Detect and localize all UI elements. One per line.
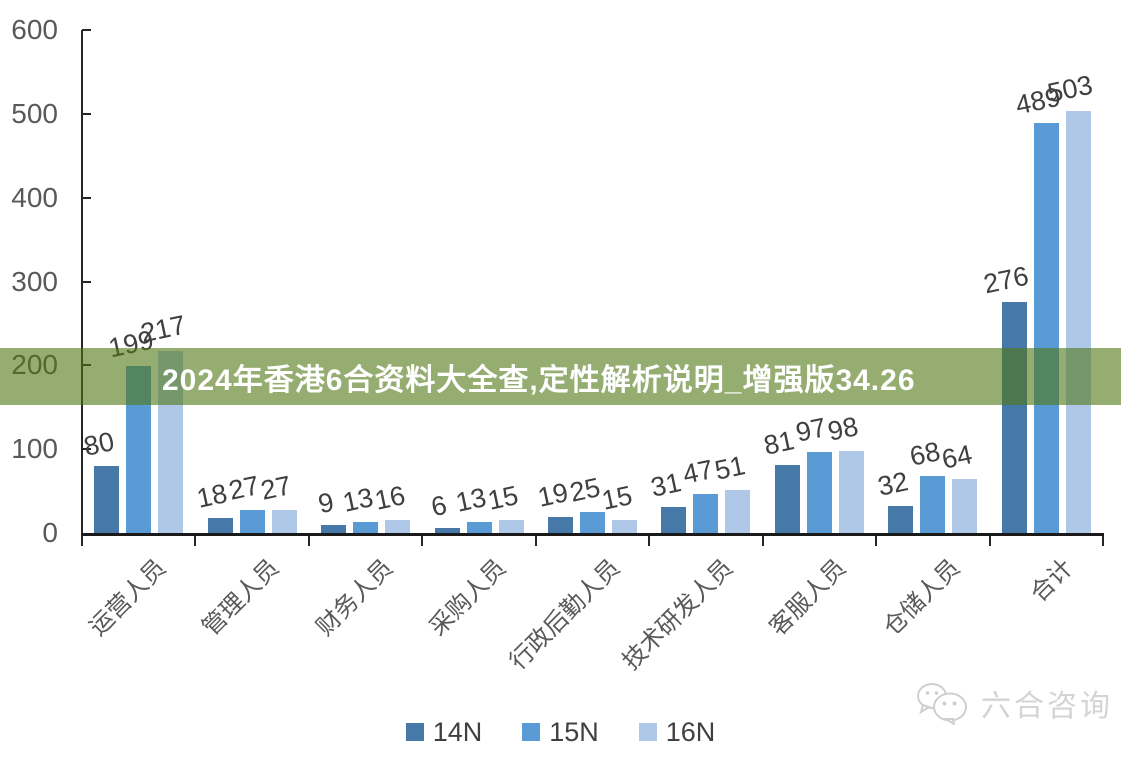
- category-label-5: 行政后勤人员: [503, 554, 625, 676]
- category-label-4: 采购人员: [424, 554, 512, 642]
- y-tick-mark: [82, 29, 91, 31]
- bar-15N-9: [1033, 123, 1059, 533]
- y-axis-line: [81, 30, 83, 533]
- bar-15N-5: [580, 512, 605, 533]
- y-tick-label: 100: [11, 433, 58, 465]
- bar-14N-9: [1001, 301, 1027, 533]
- x-tick-mark: [534, 536, 537, 546]
- legend-item-15N: 15N: [522, 717, 599, 748]
- bar-16N-5: [612, 520, 637, 533]
- bar-14N-4: [434, 527, 460, 533]
- y-tick-label: 500: [11, 97, 58, 129]
- bar-16N-9: [1065, 111, 1091, 533]
- bar-16N-3: [385, 519, 411, 533]
- x-axis-line: [81, 533, 1104, 536]
- x-tick-mark: [648, 536, 651, 546]
- bar-15N-8: [920, 475, 946, 533]
- bar-14N-7: [774, 465, 800, 533]
- y-tick-label: 300: [11, 265, 58, 297]
- legend-label: 16N: [665, 716, 716, 747]
- bar-14N-3: [321, 525, 347, 533]
- legend-item-16N: 16N: [638, 716, 716, 748]
- bar-14N-2: [207, 517, 233, 533]
- wechat-icon: [917, 683, 967, 725]
- bar-15N-7: [806, 451, 832, 533]
- bar-14N-1: [94, 465, 120, 533]
- watermark-text: 六合咨询: [981, 690, 1113, 723]
- bar-15N-4: [466, 522, 492, 533]
- bar-15N-3: [353, 522, 379, 533]
- x-tick-mark: [1102, 536, 1104, 546]
- x-tick-mark: [875, 536, 878, 546]
- bar-16N-7: [838, 450, 864, 533]
- bar-14N-5: [548, 517, 573, 533]
- x-tick-mark: [421, 536, 424, 546]
- category-label-6: 技术研发人员: [617, 554, 739, 676]
- x-tick-mark: [307, 536, 310, 546]
- x-tick-mark: [81, 536, 83, 546]
- y-tick-mark: [82, 280, 91, 283]
- bar-16N-8: [952, 479, 978, 533]
- bar-15N-6: [693, 493, 719, 533]
- category-label-2: 管理人员: [197, 554, 285, 642]
- legend-item-14N: 14N: [405, 716, 483, 748]
- chart-legend: 14N 15N 16N: [0, 714, 1121, 750]
- watermark: 六合咨询: [913, 681, 1113, 725]
- bar-14N-6: [661, 507, 687, 533]
- category-label-8: 仓储人员: [878, 554, 966, 642]
- y-tick-label: 600: [11, 14, 58, 45]
- legend-swatch-16N: [638, 723, 657, 741]
- x-tick-mark: [761, 536, 764, 546]
- bar-15N-2: [239, 510, 265, 533]
- bar-16N-4: [498, 520, 524, 533]
- legend-swatch-14N: [405, 723, 424, 741]
- x-tick-mark: [194, 536, 197, 546]
- bar-14N-8: [888, 506, 914, 533]
- legend-label: 14N: [432, 716, 483, 747]
- bar-16N-6: [725, 490, 751, 533]
- y-tick-label: 0: [42, 517, 58, 548]
- category-label-3: 财务人员: [311, 554, 399, 642]
- legend-swatch-15N: [522, 723, 541, 741]
- y-tick-mark: [82, 112, 91, 115]
- legend-label: 15N: [549, 716, 599, 747]
- bar-16N-2: [271, 510, 297, 533]
- overlay-banner: 2024年香港6合资料大全查,定性解析说明_增强版34.26: [0, 348, 1121, 405]
- y-tick-mark: [82, 448, 91, 451]
- x-tick-mark: [988, 536, 991, 546]
- category-label-9: 合计: [1025, 554, 1079, 608]
- y-tick-mark: [82, 196, 91, 199]
- category-label-1: 运营人员: [84, 554, 172, 642]
- category-label-7: 客服人员: [764, 554, 852, 642]
- overlay-banner-text: 2024年香港6合资料大全查,定性解析说明_增强版34.26: [162, 363, 916, 397]
- y-tick-label: 400: [11, 181, 58, 213]
